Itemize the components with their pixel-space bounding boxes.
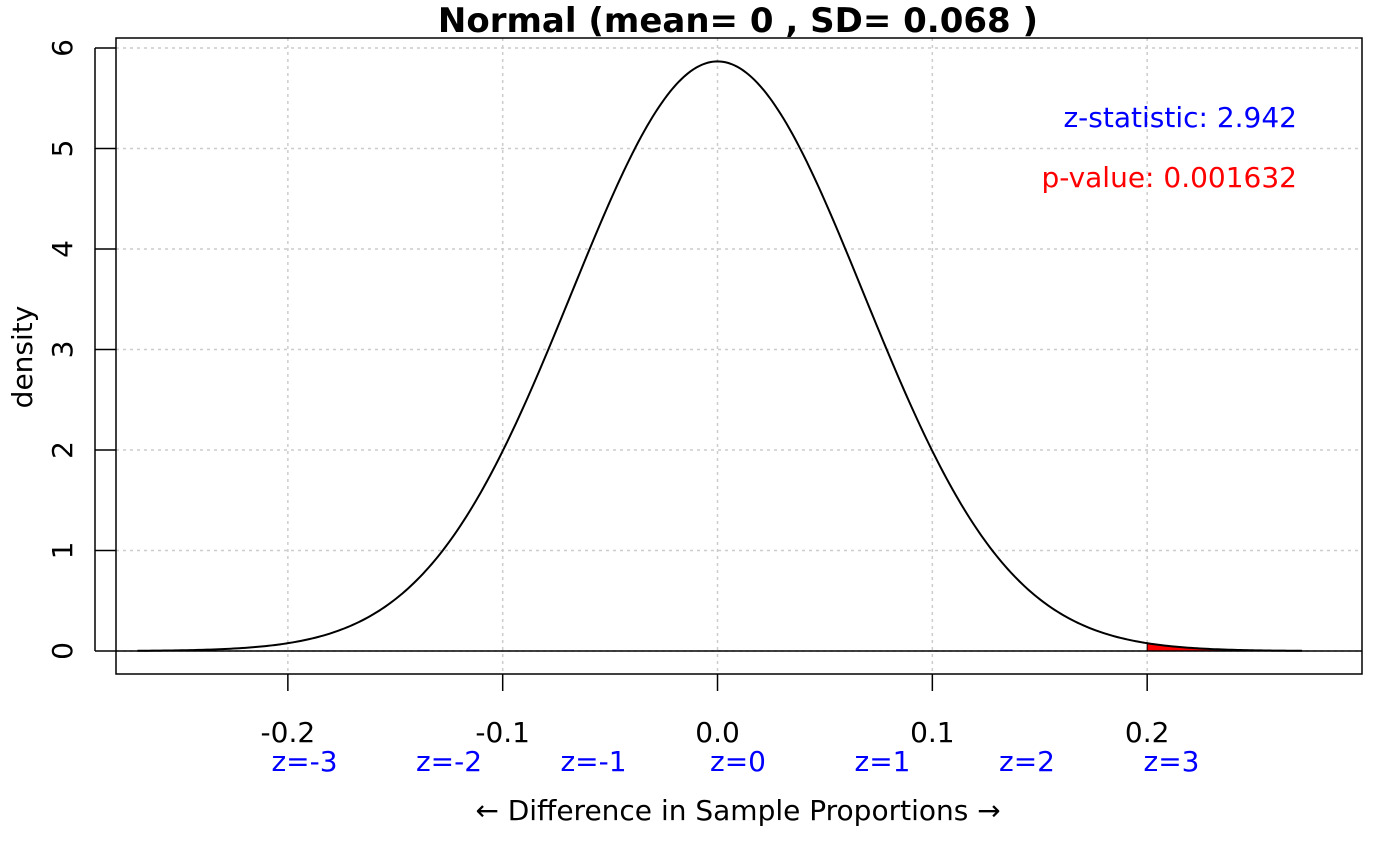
y-tick-label: 6 (46, 39, 79, 57)
y-tick-label: 3 (46, 341, 79, 359)
z-score-label: z=0 (710, 745, 766, 778)
z-score-label: z=3 (1144, 745, 1200, 778)
y-tick-label: 1 (46, 542, 79, 560)
z-score-label: z=-2 (416, 745, 482, 778)
x-tick-label: 0.2 (1125, 716, 1170, 749)
z-score-labels: z=-3 z=-2 z=-1 z=0 z=1 z=2 z=3 (271, 745, 1199, 778)
x-tick-label: 0.0 (695, 716, 740, 749)
x-tick-label: -0.1 (475, 716, 530, 749)
x-axis-label: ← Difference in Sample Proportions → (475, 794, 1000, 827)
y-tick-label: 0 (46, 642, 79, 660)
x-tick-label: -0.2 (261, 716, 316, 749)
x-axis: -0.2 -0.1 0.0 0.1 0.2 (261, 674, 1170, 749)
x-tick-label: 0.1 (910, 716, 955, 749)
y-axis-label: density (6, 306, 39, 409)
chart-title: Normal (mean= 0 , SD= 0.068 ) (438, 1, 1038, 41)
density-curve (137, 60, 1302, 652)
z-score-label: z=-3 (271, 745, 337, 778)
z-statistic-annotation: z-statistic: 2.942 (1063, 101, 1297, 134)
y-axis: 0 1 2 3 4 5 6 (46, 39, 116, 660)
z-score-label: z=-1 (560, 745, 626, 778)
z-score-label: z=2 (999, 745, 1055, 778)
plot-frame (115, 37, 1363, 675)
p-value-annotation: p-value: 0.001632 (1041, 161, 1297, 194)
z-score-label: z=1 (855, 745, 911, 778)
y-tick-label: 4 (46, 240, 79, 258)
y-tick-label: 5 (46, 140, 79, 158)
y-tick-label: 2 (46, 441, 79, 459)
